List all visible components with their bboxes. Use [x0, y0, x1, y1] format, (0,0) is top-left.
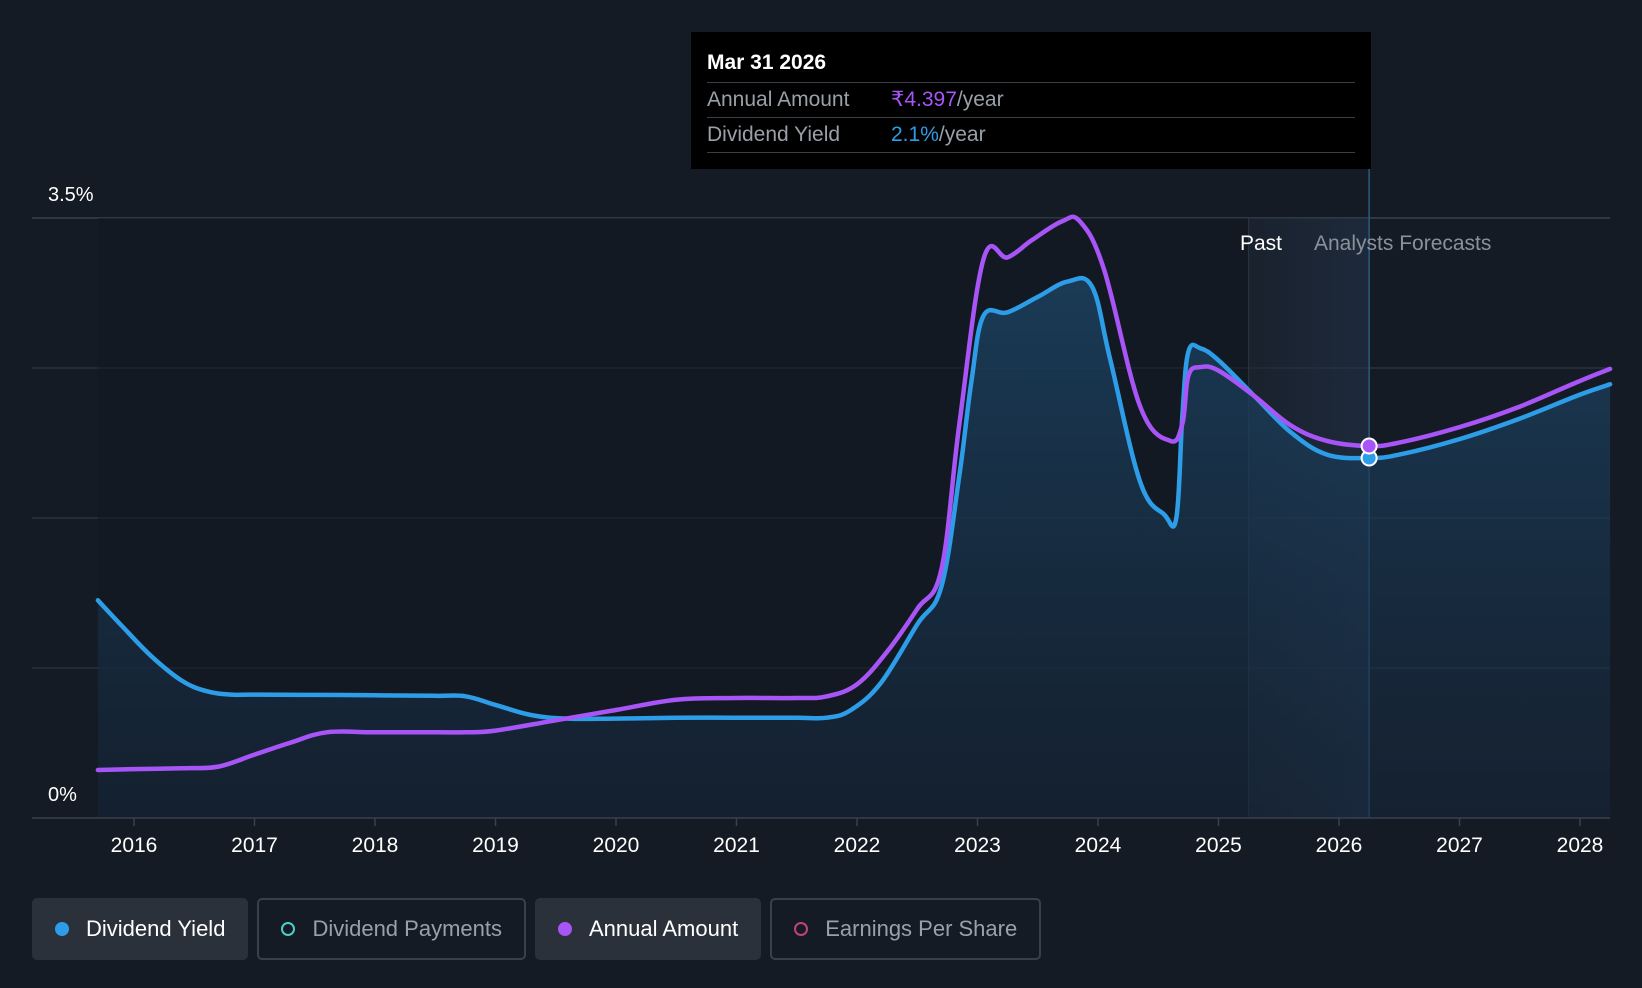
legend-dividend-payments-button[interactable]: Dividend Payments	[257, 898, 526, 960]
legend-earnings-per-share-button[interactable]: Earnings Per Share	[770, 898, 1042, 960]
tooltip-unit: /year	[938, 123, 986, 146]
x-tick-label: 2020	[593, 834, 640, 857]
dividend-yield-area	[97, 278, 1611, 819]
tooltip-label: Annual Amount	[707, 88, 850, 111]
tooltip-date: Mar 31 2026	[707, 44, 1355, 83]
tooltip-row-annual-amount: Annual Amount ₹4.397 /year	[707, 83, 1355, 118]
x-tick-label: 2028	[1557, 834, 1604, 857]
annual-amount-line	[95, 214, 1613, 773]
forecast-region-label: Analysts Forecasts	[1314, 232, 1491, 255]
ring-icon	[794, 922, 809, 936]
legend-label: Earnings Per Share	[825, 916, 1018, 941]
x-tick-label: 2021	[713, 834, 760, 857]
x-tick-label: 2017	[231, 834, 278, 857]
tooltip-value: 2.1%	[891, 123, 939, 146]
x-tick-label: 2019	[472, 834, 519, 857]
legend-label: Dividend Yield	[86, 916, 226, 941]
x-tick-label: 2024	[1075, 834, 1122, 857]
tooltip-label: Dividend Yield	[707, 123, 841, 146]
x-tick-label: 2023	[954, 834, 1001, 857]
annual-amount-marker	[1360, 437, 1378, 455]
y-tick-label-top: 3.5%	[48, 184, 94, 206]
x-tick-label: 2027	[1436, 834, 1483, 857]
x-tick-label: 2018	[352, 834, 399, 857]
x-tick-label: 2022	[834, 834, 881, 857]
x-tick-label: 2026	[1316, 834, 1363, 857]
tooltip-unit: /year	[956, 88, 1004, 111]
x-tick-label: 2016	[111, 834, 158, 857]
legend: Dividend Yield Dividend Payments Annual …	[32, 898, 1042, 960]
y-tick-label-bottom: 0%	[48, 784, 77, 806]
dot-icon	[55, 922, 69, 936]
tooltip-value: ₹4.397	[891, 88, 957, 111]
legend-label: Dividend Payments	[312, 916, 502, 941]
legend-annual-amount-button[interactable]: Annual Amount	[534, 898, 762, 960]
dot-icon	[557, 922, 572, 936]
x-tick-label: 2025	[1195, 834, 1242, 857]
legend-label: Annual Amount	[588, 916, 739, 941]
tooltip-row-dividend-yield: Dividend Yield 2.1% /year	[707, 118, 1355, 153]
tooltip: Mar 31 2026 Annual Amount ₹4.397 /year D…	[691, 32, 1371, 169]
legend-dividend-yield-button[interactable]: Dividend Yield	[32, 898, 249, 960]
ring-icon	[281, 922, 296, 936]
past-region-label: Past	[1240, 232, 1282, 255]
